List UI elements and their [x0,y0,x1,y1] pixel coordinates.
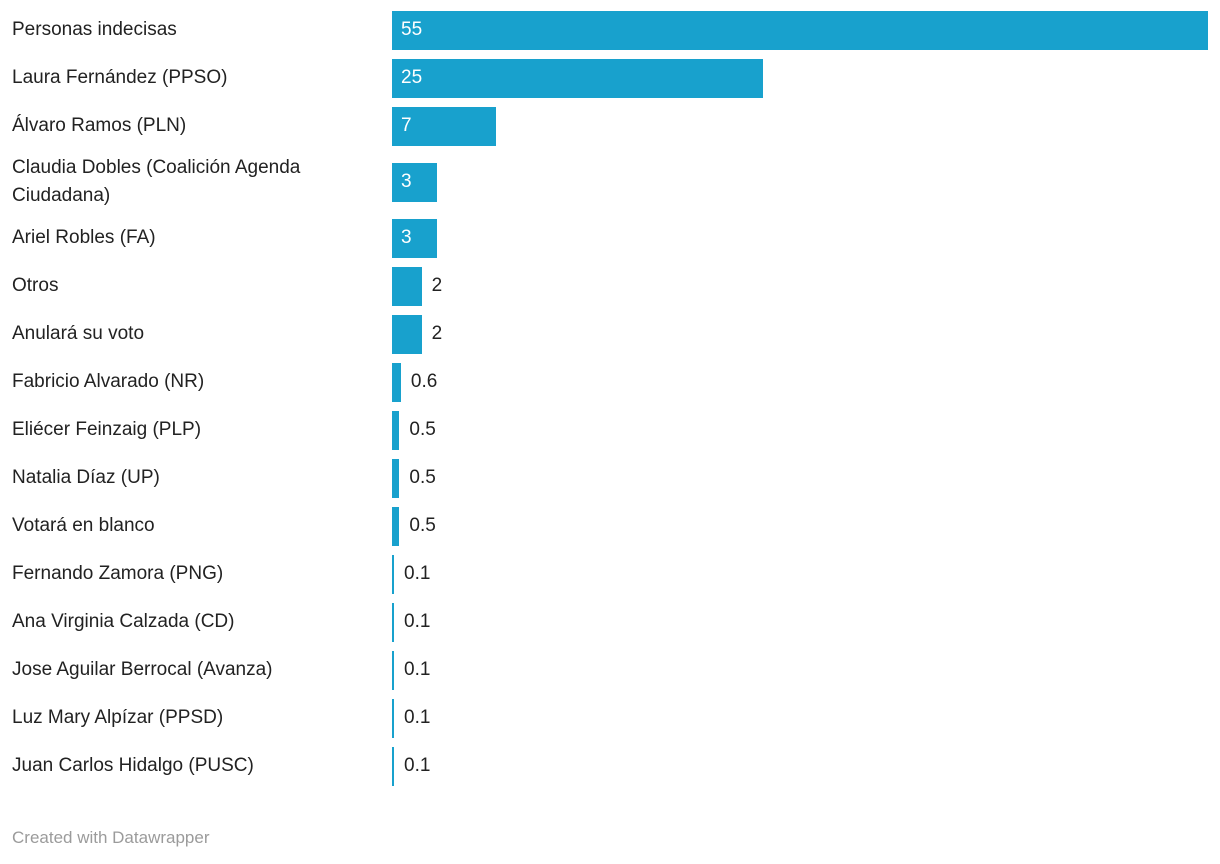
value-label: 2 [431,323,443,344]
category-label: Jose Aguilar Berrocal (Avanza) [12,659,273,680]
chart-row: Claudia Dobles (Coalición Agenda Ciudada… [0,150,1220,214]
bar-area: 0.5 [392,506,1220,546]
chart-row: Jose Aguilar Berrocal (Avanza) 0.1 [0,646,1220,694]
bar: 7 [392,106,496,146]
category-label: Fabricio Alvarado (NR) [12,371,205,392]
chart-row: Laura Fernández (PPSO) 25 [0,54,1220,102]
bar-area: 0.1 [392,554,1220,594]
value-label: 0.5 [409,515,436,536]
bar-chart: Personas indecisas 55 Laura Fernández (P… [0,6,1220,847]
chart-row: Álvaro Ramos (PLN) 7 [0,102,1220,150]
value-label: 0.1 [404,707,431,728]
chart-row: Personas indecisas 55 [0,6,1220,54]
category-label: Claudia Dobles (Coalición Agenda Ciudada… [12,157,301,206]
value-label: 0.1 [404,659,431,680]
category-label: Votará en blanco [12,515,155,536]
category-label: Álvaro Ramos (PLN) [12,115,187,136]
bar-area: 25 [392,58,1220,98]
chart-row: Fernando Zamora (PNG) 0.1 [0,550,1220,598]
bar: 3 [392,218,437,258]
bar-area: 3 [392,162,1220,202]
chart-row: Votará en blanco 0.5 [0,502,1220,550]
chart-row: Natalia Díaz (UP) 0.5 [0,454,1220,502]
category-label: Ariel Robles (FA) [12,227,156,248]
bar [392,698,394,738]
chart-row: Anulará su voto 2 [0,310,1220,358]
value-label: 55 [401,19,423,40]
category-label: Otros [12,275,59,296]
bar [392,362,401,402]
category-label: Eliécer Feinzaig (PLP) [12,419,202,440]
bar-area: 55 [392,10,1220,50]
value-label: 2 [431,275,443,296]
value-label: 0.1 [404,755,431,776]
bar: 55 [392,10,1208,50]
bar-area: 3 [392,218,1220,258]
chart-row: Eliécer Feinzaig (PLP) 0.5 [0,406,1220,454]
chart-row: Ariel Robles (FA) 3 [0,214,1220,262]
bar-area: 2 [392,314,1220,354]
value-label: 7 [401,115,412,136]
category-label: Fernando Zamora (PNG) [12,563,224,584]
bar [392,458,400,498]
bar-area: 0.5 [392,458,1220,498]
category-label: Luz Mary Alpízar (PPSD) [12,707,224,728]
bar-area: 0.5 [392,410,1220,450]
bar [392,266,422,306]
value-label: 3 [401,227,412,248]
bar-area: 7 [392,106,1220,146]
chart-row: Luz Mary Alpízar (PPSD) 0.1 [0,694,1220,742]
category-label: Personas indecisas [12,19,177,40]
value-label: 25 [401,67,423,88]
value-label: 0.1 [404,563,431,584]
value-label: 0.5 [409,467,436,488]
chart-row: Ana Virginia Calzada (CD) 0.1 [0,598,1220,646]
category-label: Ana Virginia Calzada (CD) [12,611,235,632]
bar-area: 0.1 [392,746,1220,786]
bar-area: 2 [392,266,1220,306]
value-label: 0.1 [404,611,431,632]
bar-area: 0.1 [392,650,1220,690]
bar [392,410,400,450]
bar-chart-rows: Personas indecisas 55 Laura Fernández (P… [0,6,1220,790]
chart-row: Juan Carlos Hidalgo (PUSC) 0.1 [0,742,1220,790]
bar [392,746,394,786]
value-label: 0.6 [410,371,438,392]
bar-area: 0.1 [392,698,1220,738]
chart-row: Fabricio Alvarado (NR) 0.6 [0,358,1220,406]
category-label: Juan Carlos Hidalgo (PUSC) [12,755,254,776]
bar: 25 [392,58,763,98]
bar [392,314,422,354]
bar: 3 [392,162,437,202]
bar [392,602,394,642]
category-label: Anulará su voto [12,323,145,344]
bar [392,506,400,546]
value-label: 0.5 [409,419,436,440]
category-label: Natalia Díaz (UP) [12,467,160,488]
datawrapper-credit-link[interactable]: Created with Datawrapper [12,828,210,847]
bar [392,650,394,690]
bar-area: 0.1 [392,602,1220,642]
value-label: 3 [401,171,412,192]
category-label: Laura Fernández (PPSO) [12,67,228,88]
chart-row: Otros 2 [0,262,1220,310]
bar-area: 0.6 [392,362,1220,402]
bar [392,554,394,594]
